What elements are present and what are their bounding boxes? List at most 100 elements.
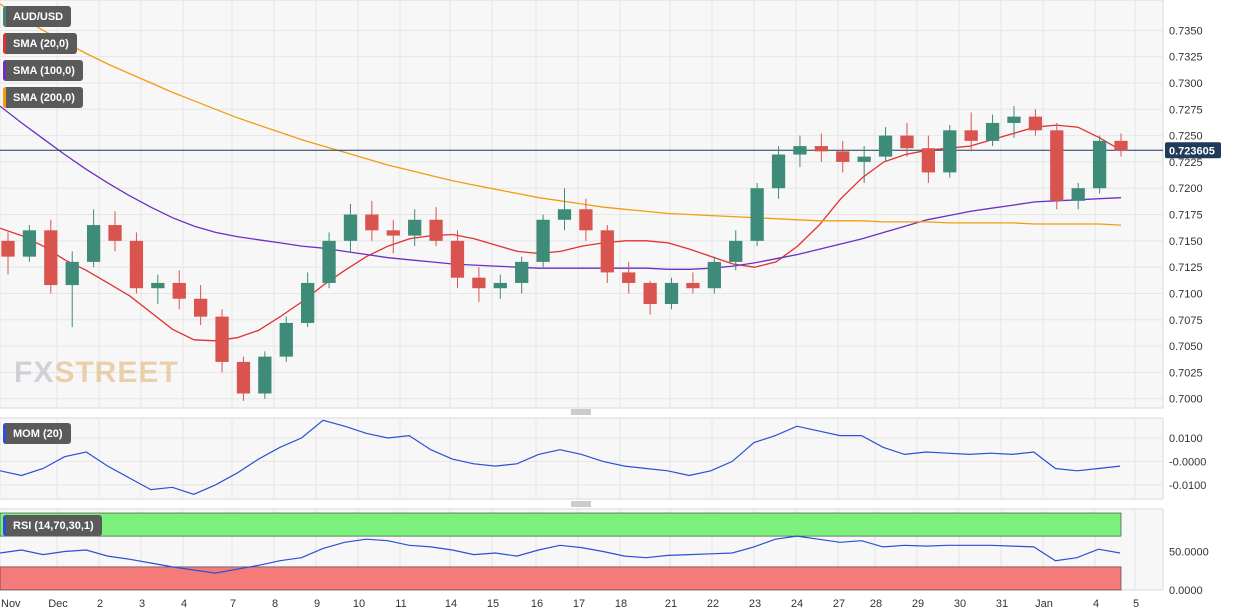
x-tick-label: 5 (1133, 598, 1139, 610)
candle-body (343, 214, 358, 241)
candle-body (258, 356, 272, 394)
candle-body (151, 282, 165, 289)
y-tick-label: 0.7025 (1169, 367, 1203, 379)
legend-sma200[interactable]: SMA (200,0) (3, 87, 83, 108)
candle-body (878, 135, 893, 157)
legend-rsi[interactable]: RSI (14,70,30,1) (3, 515, 102, 536)
sma100-line (0, 105, 1122, 270)
candle-body (408, 219, 422, 236)
candle (836, 140, 850, 173)
x-tick-label: 4 (1093, 598, 1099, 610)
candle (643, 280, 657, 315)
legend-mom[interactable]: MOM (20) (3, 423, 71, 444)
x-tick-label: 24 (791, 598, 803, 610)
rsi-y-tick-label: 0.0000 (1169, 585, 1203, 597)
candle-body (750, 188, 764, 241)
candle (900, 122, 914, 157)
candle (386, 219, 400, 254)
candle (1092, 135, 1107, 194)
candle-body (943, 130, 957, 173)
current-price-tag: 0.723605 (1165, 142, 1221, 159)
candle (793, 135, 807, 168)
legend-sma200-label: SMA (200,0) (13, 91, 75, 104)
mom-rsi-divider (571, 501, 591, 507)
current-price-tag-bg (1165, 142, 1221, 159)
candle (1028, 109, 1043, 136)
candle (964, 112, 978, 152)
candle (1114, 133, 1128, 157)
candle-body (301, 282, 315, 323)
x-tick-label: 18 (615, 598, 627, 610)
x-tick-label: 21 (665, 598, 677, 610)
candle-body (429, 219, 443, 241)
main-mom-divider (571, 409, 591, 415)
rsi-line (0, 535, 1121, 574)
candle (1, 232, 15, 275)
candle (129, 232, 144, 294)
x-tick-label: 30 (954, 598, 966, 610)
mom-y-tick-label: -0.0100 (1169, 480, 1206, 492)
x-tick-label: 22 (707, 598, 719, 610)
candle-body (579, 209, 593, 231)
x-tick-label: 14 (445, 598, 457, 610)
mom-y-tick-label: 0.0100 (1169, 433, 1203, 445)
candle-body (1, 240, 15, 257)
x-tick-label: 31 (996, 598, 1008, 610)
watermark-left: FX (14, 356, 55, 389)
candle-body (536, 219, 550, 262)
candle-body (44, 230, 58, 286)
candle-body (108, 225, 122, 241)
x-tick-label: 23 (749, 598, 761, 610)
candle-body (857, 156, 871, 162)
x-tick-label: 28 (870, 598, 882, 610)
x-tick-label: 4 (181, 598, 187, 610)
candle (472, 267, 486, 302)
x-tick-label: 10 (353, 598, 365, 610)
candle-body (1092, 140, 1107, 189)
candle-body (1028, 116, 1043, 131)
legend-symbol-label: AUD/USD (13, 10, 64, 23)
candle-body (793, 146, 807, 155)
x-tick-label: 16 (531, 598, 543, 610)
candle (86, 209, 101, 268)
watermark-right: STREET (54, 356, 179, 389)
candle-body (964, 130, 978, 141)
y-tick-label: 0.7350 (1169, 25, 1203, 37)
candle-body (386, 230, 400, 236)
x-tick-label: 7 (230, 598, 236, 610)
legend-sma20-label: SMA (20,0) (13, 37, 69, 50)
candle-body (900, 135, 914, 149)
y-tick-label: 0.7325 (1169, 52, 1203, 64)
y-tick-label: 0.7200 (1169, 183, 1203, 195)
legend-symbol-swatch (3, 6, 6, 27)
y-tick-label: 0.7250 (1169, 131, 1203, 143)
legend-sma100[interactable]: SMA (100,0) (3, 60, 83, 81)
x-tick-label: 15 (487, 598, 499, 610)
candle (236, 356, 251, 401)
candle-body (622, 272, 636, 283)
rsi-overbought-zone (0, 512, 1122, 537)
candle-body (515, 261, 529, 283)
candle (1050, 122, 1064, 210)
x-tick-label: Jan (1035, 598, 1053, 610)
candle (1007, 106, 1021, 138)
sma200-line (0, 3, 1122, 226)
legend-sma20-swatch (3, 33, 6, 54)
candle-body (985, 122, 1000, 141)
candle (493, 274, 507, 299)
candle (65, 251, 79, 328)
candle (108, 211, 122, 252)
y-tick-label: 0.7100 (1169, 288, 1203, 300)
y-tick-label: 0.7000 (1169, 394, 1203, 406)
current-price-tag-label: 0.723605 (1169, 145, 1215, 157)
legend-rsi-label: RSI (14,70,30,1) (13, 519, 94, 532)
x-tick-label: 29 (912, 598, 924, 610)
candle (921, 135, 936, 183)
legend-symbol[interactable]: AUD/USD (3, 6, 72, 27)
candle (622, 261, 636, 294)
candle-body (450, 240, 465, 278)
candle (857, 146, 871, 183)
y-tick-label: 0.7050 (1169, 341, 1203, 353)
legend-sma20[interactable]: SMA (20,0) (3, 33, 77, 54)
candle-body (600, 230, 614, 273)
